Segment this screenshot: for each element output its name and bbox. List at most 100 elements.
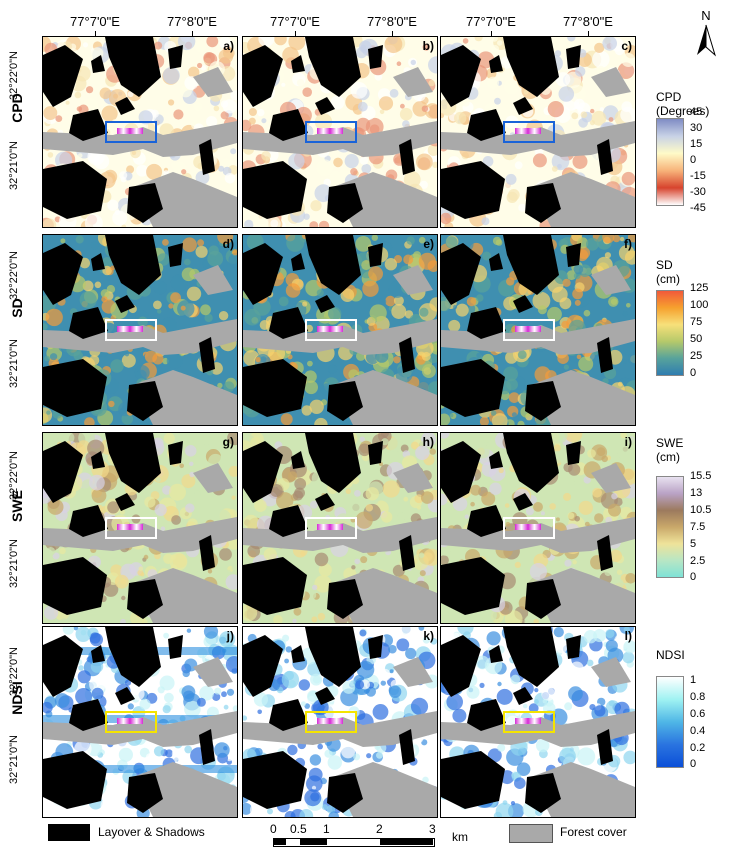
legend-sd-bar [656, 290, 684, 376]
map-panel-sd-3: f) [440, 234, 636, 426]
map-panel-ndsi-1: j) [42, 626, 238, 818]
legend-sd-tick: 0 [690, 367, 697, 379]
study-area-points [117, 326, 143, 332]
lat-label: 32°22'0"N [8, 251, 20, 300]
legend-ndsi-title: NDSI [656, 648, 685, 662]
lat-label: 32°21'0"N [8, 141, 20, 190]
legend-swe-tick: 15.5 [690, 470, 712, 482]
study-area-points [515, 326, 541, 332]
legend-sd-tick: 75 [690, 316, 703, 328]
lat-label: 32°21'0"N [8, 735, 20, 784]
map-panel-ndsi-2: k) [242, 626, 438, 818]
legend-cpd-tick: 15 [690, 138, 703, 150]
study-area-box [105, 319, 157, 341]
legend-cpd-tick: -15 [690, 170, 706, 182]
legend-sd-tick: 100 [690, 299, 709, 311]
scale-tick-label: 0 [270, 822, 277, 836]
legend-ndsi-tick: 0.4 [690, 725, 706, 737]
legend-swe: SWE (cm) 15.5 13 10.5 7.5 5 2.5 0 [656, 436, 711, 583]
map-panel-sd-2: e) [242, 234, 438, 426]
panel-label: j) [226, 629, 234, 643]
study-area-points [515, 718, 541, 724]
legend-cpd-tick: 30 [690, 122, 703, 134]
legend-ndsi-bar [656, 676, 684, 768]
study-area-box [305, 319, 357, 341]
forest-swatch [509, 824, 553, 843]
scale-tick-label: 3 [429, 822, 436, 836]
lon-tick [588, 31, 589, 37]
lat-label: 32°22'0"N [8, 647, 20, 696]
study-area-box [503, 319, 555, 341]
scale-tick-label: 2 [376, 822, 383, 836]
longitude-label-6: 77°8'0"E [563, 14, 613, 29]
study-area-points [317, 718, 343, 724]
map-panel-cpd-1: a) [42, 36, 238, 228]
lon-tick [295, 31, 296, 37]
map-panel-swe-3: i) [440, 432, 636, 624]
panel-label: g) [222, 435, 234, 449]
legend-swe-title: SWE (cm) [656, 436, 684, 464]
study-area-points [515, 524, 541, 530]
study-area-points [317, 524, 343, 530]
panel-label: k) [423, 629, 434, 643]
study-area-points [117, 718, 143, 724]
panel-label: d) [222, 237, 234, 251]
legend-cpd-tick: 0 [690, 154, 697, 166]
legend-swe-tick: 10.5 [690, 504, 712, 516]
legend-swe-tick: 2.5 [690, 555, 706, 567]
panel-label: e) [423, 237, 434, 251]
legend-swe-tick: 0 [690, 571, 697, 583]
panel-label: f) [624, 237, 632, 251]
longitude-label-1: 77°7'0"E [70, 14, 120, 29]
study-area-points [317, 128, 343, 134]
study-area-box [503, 517, 555, 539]
legend-ndsi-tick: 0.2 [690, 742, 706, 754]
layover-legend-label: Layover & Shadows [98, 825, 205, 839]
study-area-points [117, 524, 143, 530]
longitude-label-5: 77°7'0"E [466, 14, 516, 29]
legend-cpd-bar [656, 118, 684, 206]
legend-swe-tick: 5 [690, 538, 697, 550]
map-panel-cpd-2: b) [242, 36, 438, 228]
lat-label: 32°21'0"N [8, 539, 20, 588]
map-panel-sd-1: d) [42, 234, 238, 426]
legend-cpd-tick: -45 [690, 202, 706, 214]
longitude-label-3: 77°7'0"E [270, 14, 320, 29]
study-area-box [503, 121, 555, 143]
lat-label: 32°22'0"N [8, 451, 20, 500]
study-area-box [105, 121, 157, 143]
study-area-box [305, 517, 357, 539]
study-area-box [503, 711, 555, 733]
lat-label: 32°21'0"N [8, 339, 20, 388]
legend-swe-bar [656, 476, 684, 578]
legend-ndsi-tick: 0.6 [690, 708, 706, 720]
study-area-points [515, 128, 541, 134]
legend-ndsi-tick: 1 [690, 674, 697, 686]
longitude-label-2: 77°8'0"E [167, 14, 217, 29]
north-arrow-icon [697, 24, 716, 57]
legend-ndsi-tick: 0.8 [690, 691, 706, 703]
lon-tick [392, 31, 393, 37]
longitude-label-4: 77°8'0"E [367, 14, 417, 29]
study-area-box [105, 517, 157, 539]
map-panel-ndsi-3: l) [440, 626, 636, 818]
study-area-box [305, 121, 357, 143]
legend-cpd-title: CPD (Degrees) [656, 90, 710, 118]
legend-swe-tick: 7.5 [690, 521, 706, 533]
legend-cpd-tick: 45 [690, 106, 703, 118]
study-area-box [305, 711, 357, 733]
panel-label: l) [624, 629, 632, 643]
panel-label: i) [624, 435, 632, 449]
map-panel-swe-2: h) [242, 432, 438, 624]
legend-sd-tick: 25 [690, 350, 703, 362]
north-arrow: N [693, 8, 719, 58]
lon-tick [95, 31, 96, 37]
map-panel-cpd-3: c) [440, 36, 636, 228]
forest-legend-label: Forest cover [560, 825, 627, 839]
legend-ndsi: NDSI 1 0.8 0.6 0.4 0.2 0 [656, 648, 705, 770]
legend-sd-tick: 125 [690, 282, 709, 294]
lon-tick [491, 31, 492, 37]
legend-ndsi-tick: 0 [690, 758, 697, 770]
legend-sd: SD (cm) 125 100 75 50 25 0 [656, 258, 708, 379]
study-area-points [317, 326, 343, 332]
